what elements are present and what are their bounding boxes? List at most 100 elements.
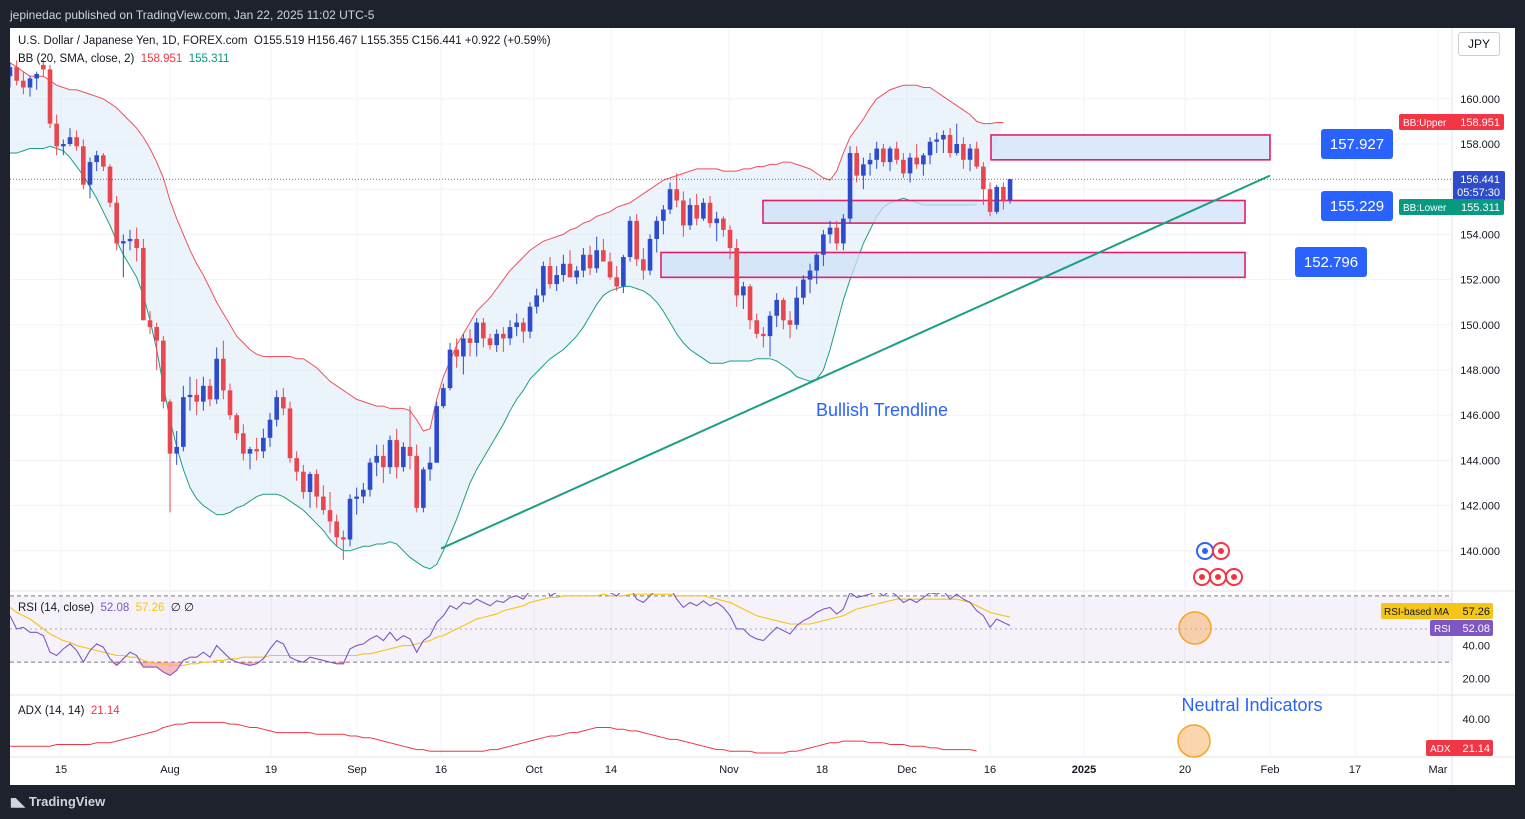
- candle-down: [101, 155, 106, 167]
- candle-down: [634, 220, 639, 260]
- rsi-tag-value: 52.08: [1462, 623, 1490, 635]
- price-axis-label: 142.000: [1460, 501, 1500, 513]
- tradingview-logo[interactable]: ▮◣ TradingView: [10, 794, 105, 809]
- candle-down: [281, 397, 286, 409]
- candle-up: [34, 73, 39, 79]
- candle-up: [361, 489, 366, 497]
- candle-up: [927, 141, 933, 156]
- candle-down: [881, 148, 886, 163]
- candle-up: [421, 469, 426, 508]
- candle-down: [674, 189, 679, 201]
- candle-up: [581, 254, 586, 271]
- time-axis-label: 17: [1349, 764, 1361, 776]
- candle-up: [574, 270, 579, 278]
- candle-up: [841, 218, 846, 244]
- rsi-ma-value: 57.26: [135, 602, 165, 614]
- neutral-indicators-label: Neutral Indicators: [1181, 695, 1322, 715]
- candle-down: [321, 496, 326, 511]
- rsi-label: RSI (14, close): [18, 602, 95, 614]
- candle-up: [814, 254, 820, 271]
- current-price-tag: 156.441: [1460, 174, 1500, 186]
- candle-up: [701, 202, 706, 219]
- time-axis-label: Feb: [1261, 764, 1280, 776]
- candle-down: [394, 440, 399, 468]
- candle-down: [787, 320, 793, 325]
- candle-up: [347, 498, 353, 540]
- candle-down: [961, 144, 966, 160]
- candle-down: [747, 286, 753, 321]
- bullish-trendline-label: Bullish Trendline: [816, 400, 948, 420]
- candle-up: [654, 220, 659, 239]
- candle-down: [974, 148, 980, 167]
- time-axis-label: 14: [605, 764, 617, 776]
- candle-up: [687, 205, 693, 226]
- candle-up: [554, 275, 559, 285]
- candle-down: [894, 148, 900, 160]
- adx-label: ADX (14, 14): [18, 705, 85, 717]
- price-axis-label: 144.000: [1460, 455, 1500, 467]
- candle-down: [294, 458, 299, 472]
- candle-down: [241, 433, 246, 454]
- time-axis-label: 18: [816, 764, 828, 776]
- time-axis-label: 16: [435, 764, 447, 776]
- price-axis-label: 152.000: [1460, 275, 1500, 287]
- rsi-axis-label: 40.00: [1462, 641, 1490, 653]
- bullish-trendline: [440, 174, 1271, 550]
- currency-button[interactable]: JPY: [1458, 32, 1500, 56]
- adx-line: [10, 721, 977, 754]
- candle-up: [967, 148, 973, 160]
- candle-up: [847, 153, 853, 219]
- bb-legend: BB (20, SMA, close, 2) 158.951 155.311: [18, 53, 229, 65]
- candle-up: [374, 455, 379, 463]
- bb-lower-tag-value: 155.311: [1461, 202, 1500, 214]
- economic-event-dot: [1231, 574, 1237, 580]
- time-axis-label: Nov: [719, 764, 739, 776]
- price-axis-label: 140.000: [1460, 546, 1500, 558]
- candle-up: [794, 297, 800, 325]
- economic-event-dot: [1202, 548, 1208, 554]
- adx-axis-label: 40.00: [1462, 714, 1490, 726]
- candle-down: [207, 385, 213, 400]
- candle-down: [154, 327, 159, 341]
- bb-upper-tag-value: 158.951: [1460, 117, 1500, 129]
- adx-tag-value: 21.14: [1462, 743, 1490, 755]
- candle-up: [27, 78, 33, 88]
- candle-down: [254, 449, 259, 452]
- candle-up: [94, 155, 99, 163]
- candle-up: [627, 220, 633, 257]
- adx-highlight-circle: [1177, 724, 1211, 758]
- tradingview-logo-text: TradingView: [28, 794, 106, 809]
- candle-up: [827, 227, 833, 235]
- rsi-ma-tag-bg: [1381, 603, 1493, 619]
- candle-up: [954, 144, 960, 154]
- price-axis-label: 154.000: [1460, 229, 1500, 241]
- candle-up: [427, 462, 433, 470]
- main-pane: [10, 60, 1271, 570]
- time-axis-label: Sep: [347, 764, 367, 776]
- ohlc-values: O155.519 H156.467 L155.355 C156.441 +0.9…: [253, 35, 551, 47]
- candle-down: [301, 471, 306, 493]
- candle-up: [10, 67, 13, 77]
- candle-down: [947, 134, 953, 154]
- tradingview-logo-icon: ▮◣: [10, 794, 25, 809]
- candle-up: [867, 159, 873, 165]
- candle-down: [501, 333, 506, 339]
- candle-down: [761, 333, 766, 337]
- candle-up: [201, 385, 206, 402]
- support-resistance-zone: [660, 251, 1246, 279]
- rsi-tag-bg: [1430, 620, 1493, 636]
- candle-down: [414, 455, 419, 508]
- candle-up: [354, 496, 359, 499]
- time-axis-label: 2025: [1072, 764, 1096, 776]
- candle-down: [134, 238, 139, 248]
- candle-down: [454, 349, 459, 357]
- price-axis-label: 150.000: [1460, 320, 1500, 332]
- candle-down: [481, 322, 486, 339]
- candle-down: [901, 159, 906, 174]
- candle-down: [47, 69, 53, 124]
- candle-up: [387, 440, 393, 468]
- current-price-tag-bg: [1453, 171, 1505, 201]
- symbol-legend: U.S. Dollar / Japanese Yen, 1D, FOREX.co…: [18, 35, 551, 47]
- candle-down: [147, 320, 153, 328]
